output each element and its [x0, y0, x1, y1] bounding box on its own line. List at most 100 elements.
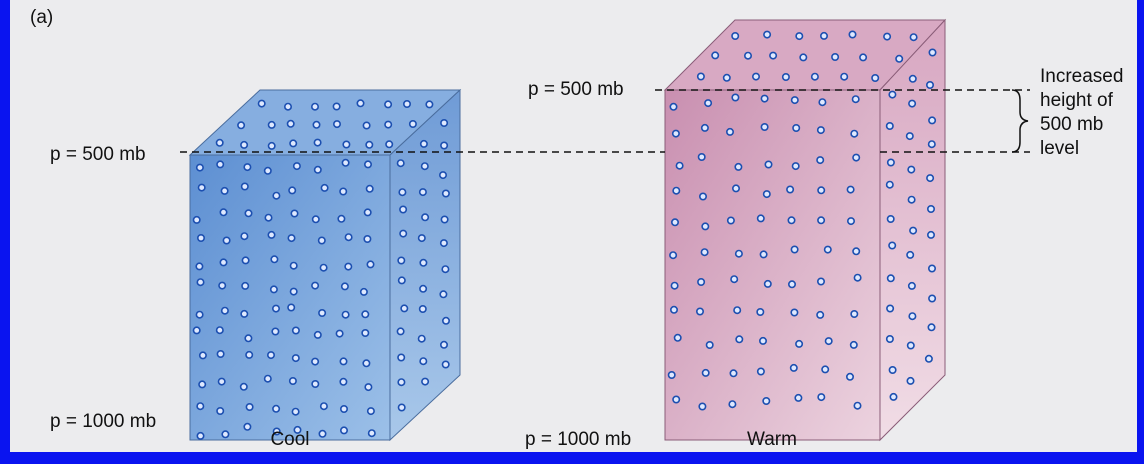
molecule [312, 358, 318, 364]
molecule [219, 282, 225, 288]
molecule [241, 311, 247, 317]
molecule [269, 122, 275, 128]
molecule [928, 232, 934, 238]
molecule [342, 283, 348, 289]
molecule [907, 378, 913, 384]
molecule [367, 186, 373, 192]
molecule [908, 166, 914, 172]
molecule [847, 186, 853, 192]
molecule [822, 366, 828, 372]
molecule [841, 74, 847, 80]
molecule [735, 164, 741, 170]
molecule [728, 217, 734, 223]
molecule [770, 52, 776, 58]
molecule [242, 183, 248, 189]
molecule [818, 127, 824, 133]
molecule [398, 160, 404, 166]
molecule [365, 384, 371, 390]
molecule [887, 182, 893, 188]
molecule [246, 404, 252, 410]
molecule [199, 184, 205, 190]
molecule [421, 141, 427, 147]
molecule [290, 378, 296, 384]
molecule [365, 161, 371, 167]
molecule [730, 370, 736, 376]
cool-front [190, 155, 390, 440]
molecule [291, 263, 297, 269]
molecule [736, 251, 742, 257]
molecule [788, 217, 794, 223]
molecule [288, 121, 294, 127]
molecule [872, 75, 878, 81]
molecule [342, 160, 348, 166]
molecule [800, 54, 806, 60]
molecule [289, 187, 295, 193]
molecule [419, 336, 425, 342]
molecule [365, 209, 371, 215]
bottom-label: p = 1000 mb [525, 429, 631, 450]
column-name: Warm [747, 429, 797, 450]
molecule [319, 237, 325, 243]
molecule [242, 257, 248, 263]
molecule [244, 424, 250, 430]
molecule [793, 163, 799, 169]
molecule [273, 305, 279, 311]
molecule [273, 193, 279, 199]
molecule [441, 240, 447, 246]
molecule [223, 237, 229, 243]
molecule [385, 101, 391, 107]
molecule [851, 311, 857, 317]
molecule [419, 235, 425, 241]
molecule [196, 263, 202, 269]
molecule [732, 94, 738, 100]
molecule [673, 188, 679, 194]
molecule [853, 248, 859, 254]
molecule [194, 217, 200, 223]
molecule [422, 163, 428, 169]
molecule [818, 187, 824, 193]
molecule [736, 336, 742, 342]
molecule [272, 328, 278, 334]
molecule [699, 403, 705, 409]
molecule [401, 305, 407, 311]
molecule [420, 260, 426, 266]
molecule [288, 304, 294, 310]
molecule [817, 312, 823, 318]
molecule [884, 33, 890, 39]
molecule [334, 121, 340, 127]
molecule [341, 406, 347, 412]
background [10, 0, 1137, 452]
molecule [765, 161, 771, 167]
top-label: p = 500 mb [50, 144, 146, 165]
molecule [312, 381, 318, 387]
molecule [890, 394, 896, 400]
molecule [700, 193, 706, 199]
molecule [887, 123, 893, 129]
molecule [292, 409, 298, 415]
molecule [400, 206, 406, 212]
warm-front [665, 90, 880, 440]
molecule [731, 276, 737, 282]
molecule [698, 279, 704, 285]
molecule [363, 360, 369, 366]
molecule [342, 312, 348, 318]
molecule [265, 215, 271, 221]
molecule [271, 256, 277, 262]
molecule [697, 308, 703, 314]
molecule [362, 330, 368, 336]
molecule [367, 261, 373, 267]
molecule [733, 185, 739, 191]
molecule [343, 141, 349, 147]
molecule [791, 246, 797, 252]
molecule [851, 131, 857, 137]
molecule [269, 143, 275, 149]
molecule [440, 172, 446, 178]
molecule [441, 342, 447, 348]
molecule [761, 124, 767, 130]
molecule [357, 100, 363, 106]
molecule [825, 246, 831, 252]
molecule [199, 381, 205, 387]
molecule [321, 403, 327, 409]
molecule [294, 163, 300, 169]
molecule [265, 168, 271, 174]
